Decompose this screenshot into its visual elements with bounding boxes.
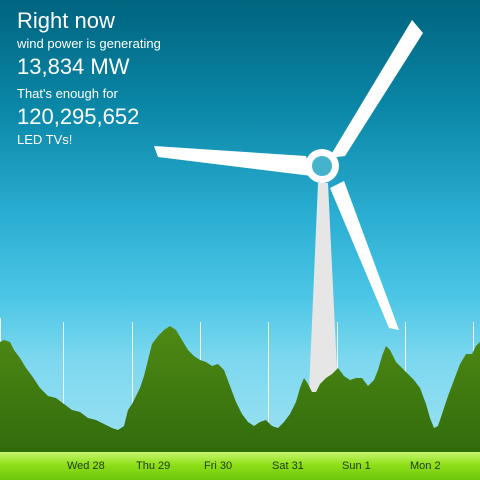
power-value: 13,834 MW: [17, 54, 130, 79]
ground-strip: [0, 452, 480, 480]
turbine-blade-upper: [329, 20, 423, 158]
turbine-blade-lower: [330, 181, 399, 330]
turbine-hub-center: [312, 156, 332, 176]
turbine-blade-left: [154, 146, 312, 176]
day-label-sat: Sat 31: [272, 460, 304, 472]
generation-area-chart: [0, 326, 480, 460]
tv-count: 120,295,652: [17, 104, 140, 129]
day-label-wed: Wed 28: [67, 460, 105, 472]
day-labels: Wed 28 Thu 29 Fri 30 Sat 31 Sun 1 Mon 2: [0, 460, 480, 474]
turbine-tower: [309, 183, 338, 392]
day-label-sun: Sun 1: [342, 460, 371, 472]
day-label-thu: Thu 29: [136, 460, 171, 472]
headline-title: Right now: [17, 8, 115, 33]
turbine-blades: [154, 20, 423, 330]
day-label-mon: Mon 2: [410, 460, 441, 472]
day-label-fri: Fri 30: [204, 460, 233, 472]
generating-label: wind power is generating: [17, 36, 161, 51]
headline-panel: Right now wind power is generating 13,83…: [17, 8, 161, 147]
enough-label: That's enough for: [17, 86, 118, 101]
tv-label: LED TVs!: [17, 132, 73, 147]
